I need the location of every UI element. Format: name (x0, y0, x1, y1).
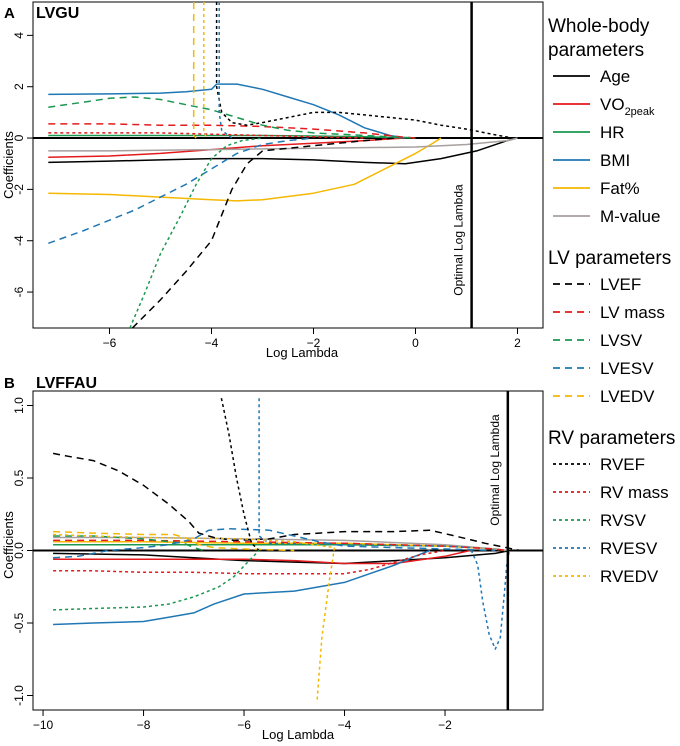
panel-b-ylabel: Coefficients (1, 511, 16, 579)
series-line-lvedv (53, 530, 295, 552)
y-tick-label: 2 (12, 83, 26, 90)
x-tick-label: −6 (103, 336, 117, 350)
panel-b-xlabel: Log Lambda (262, 727, 335, 742)
optimal-lambda-label: Optimal Log Lambda (488, 414, 502, 526)
x-tick-label: −10 (33, 718, 54, 732)
series-line-bmi (53, 549, 431, 626)
series-line-rv-mass (53, 549, 446, 575)
series-line-bmi (48, 83, 406, 139)
panel-b-letter: B (4, 375, 15, 392)
panel-a: A LVGU −6 −4 −2 0 2 -6 -4 -2 0 2 4 Optimal Log Lamb… (1, 1, 544, 360)
plot-a: −6 −4 −2 0 2 -6 -4 -2 0 2 4 Optimal Log Lambda (12, 1, 544, 350)
series-line-lvef (52, 452, 521, 552)
y-tick-label: -0.5 (12, 612, 26, 633)
legend-label: VO2peak (600, 95, 655, 118)
series-line-age (48, 137, 518, 165)
legend-heading: RV parameters (548, 428, 675, 449)
legend-label: LVESV (600, 359, 654, 378)
series-line-vo2peak (53, 549, 471, 565)
series-group (52, 398, 521, 703)
panel-a-letter: A (4, 5, 15, 22)
legend-heading: parameters (548, 40, 644, 61)
legend-label: HR (600, 123, 625, 142)
legend-label-subscript: 2peak (625, 106, 655, 118)
x-tick-label: −2 (307, 336, 321, 350)
y-tick-label: 0.5 (12, 469, 26, 486)
series-line-lvsv (53, 535, 205, 552)
panel-b: B LVFFAU −10 −8 −6 −4 −2 -1.0 -0.5 0.0 0.5 1.0 Opt… (1, 375, 544, 742)
series-line-lv-mass (53, 539, 506, 552)
series-line-rvef (220, 398, 260, 552)
panel-b-title: LVFFAU (36, 375, 97, 392)
legend-label: Fat% (600, 179, 640, 198)
series-line-rvef (215, 2, 513, 139)
series-line-lvesv (53, 528, 496, 559)
x-tick-label: −2 (438, 718, 452, 732)
series-line-rvedv (203, 2, 208, 139)
y-tick-label: -4 (12, 235, 26, 246)
legend-label: LV mass (600, 303, 665, 322)
series-line-fat- (48, 137, 442, 202)
legend-label: M-value (600, 207, 660, 226)
series-line-hr (48, 134, 416, 139)
legend-label: BMI (600, 151, 630, 170)
series-line-rvsv (129, 137, 263, 328)
legend-label: Age (600, 67, 630, 86)
y-tick-label: 0.0 (12, 542, 26, 559)
y-tick-label: 4 (12, 32, 26, 39)
x-tick-label: −8 (137, 718, 151, 732)
plot-frame (32, 1, 544, 329)
y-tick-label: -2 (12, 184, 26, 195)
legend-label: RVEDV (600, 567, 659, 586)
legend-label: RV mass (600, 483, 669, 502)
legend-label: LVEF (600, 275, 641, 294)
optimal-lambda-label: Optimal Log Lambda (452, 184, 466, 296)
series-line-rvesv (258, 398, 511, 650)
series-line-rvedv (53, 533, 336, 703)
x-tick-label: 2 (514, 336, 521, 350)
series-line-lv-mass (48, 123, 416, 139)
series-line-rvesv (218, 2, 233, 139)
legend-label: RVESV (600, 539, 658, 558)
series-line-lvsv (48, 96, 416, 139)
y-tick-label: 1.0 (12, 397, 26, 414)
series-line-lvedv (192, 2, 197, 139)
legend-label: LVSV (600, 331, 643, 350)
series-line-lvef (131, 137, 396, 328)
x-tick-label: −4 (338, 718, 352, 732)
x-tick-label: 0 (412, 336, 419, 350)
plot-b: −10 −8 −6 −4 −2 -1.0 -0.5 0.0 0.5 1.0 Optimal Log … (12, 390, 544, 732)
y-tick-label: -6 (12, 286, 26, 297)
x-tick-label: −4 (205, 336, 219, 350)
panel-a-ylabel: Coefficients (1, 131, 16, 199)
legend: Whole-body parameters Age VO2peak HR BMI Fat% M… (548, 16, 675, 586)
series-line-rvsv (53, 549, 260, 611)
series-line-rv-mass (48, 132, 365, 139)
panel-a-xlabel: Log Lambda (266, 345, 339, 360)
series-line-lvesv (48, 137, 314, 245)
y-tick-label: 0 (12, 134, 26, 141)
series-line-m-value (48, 137, 518, 152)
legend-label: LVEDV (600, 387, 655, 406)
y-tick-label: -1.0 (12, 685, 26, 706)
legend-heading: LV parameters (548, 248, 671, 269)
legend-heading: Whole-body (548, 16, 650, 37)
x-tick-label: −6 (237, 718, 251, 732)
series-group (48, 2, 518, 328)
panel-a-title: LVGU (36, 5, 79, 22)
legend-label: RVEF (600, 455, 645, 474)
legend-label: RVSV (600, 511, 647, 530)
